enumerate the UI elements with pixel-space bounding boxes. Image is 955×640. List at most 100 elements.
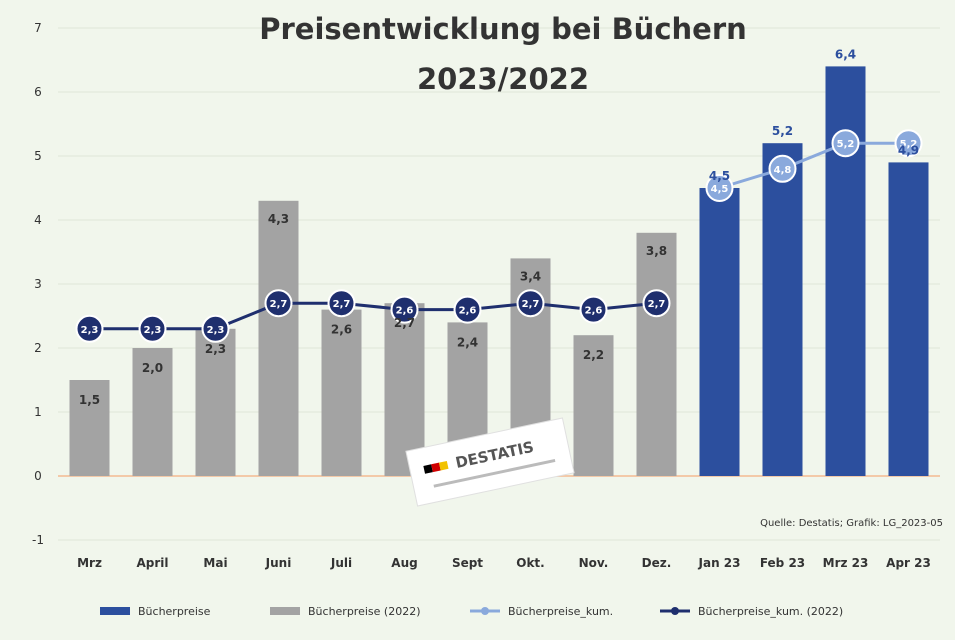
bar bbox=[195, 328, 236, 476]
legend-swatch bbox=[100, 607, 130, 615]
y-tick-label: 0 bbox=[34, 469, 42, 483]
line-data-label: 2,6 bbox=[585, 306, 603, 317]
line-data-label: 5,2 bbox=[837, 139, 855, 150]
logo-underline bbox=[433, 458, 556, 488]
legend: Bücherpreise Bücherpreise (2022) Bücherpre… bbox=[100, 605, 843, 618]
line-marker bbox=[75, 314, 104, 343]
line-marker bbox=[894, 129, 923, 158]
destatis-logo: DESTATIS bbox=[405, 417, 575, 507]
series-line bbox=[719, 141, 909, 190]
y-tick-label: 2 bbox=[34, 341, 42, 355]
bar bbox=[132, 348, 173, 476]
x-tick-label: Juni bbox=[265, 556, 292, 570]
y-tick-label: 5 bbox=[34, 149, 42, 163]
x-tick-label: Juli bbox=[330, 556, 352, 570]
x-tick-label: Okt. bbox=[516, 556, 544, 570]
bar-data-label: 4,5 bbox=[709, 169, 730, 183]
y-tick-label: 6 bbox=[34, 85, 42, 99]
bar bbox=[762, 143, 803, 476]
line-marker bbox=[579, 295, 608, 324]
x-tick-label: Mrz bbox=[77, 556, 102, 570]
bar bbox=[699, 188, 740, 476]
bar bbox=[573, 335, 614, 476]
bar bbox=[384, 303, 425, 476]
line-marker bbox=[642, 289, 671, 318]
line-data-label: 2,7 bbox=[648, 299, 666, 310]
x-tick-label: Sept bbox=[452, 556, 483, 570]
y-tick-label: 4 bbox=[34, 213, 42, 227]
x-tick-label: Jan 23 bbox=[698, 556, 741, 570]
line-marker bbox=[831, 129, 860, 158]
legend-swatch bbox=[270, 607, 300, 615]
chart-title-line-1: Preisentwicklung bei Büchern bbox=[259, 12, 747, 46]
line-marker bbox=[705, 174, 734, 202]
line-data-label: 2,7 bbox=[522, 299, 540, 310]
bar bbox=[69, 380, 110, 476]
line-marker bbox=[138, 314, 167, 343]
bar bbox=[888, 162, 929, 476]
bar-data-label: 1,5 bbox=[79, 393, 100, 407]
labels-layer: 4,55,26,44,91,52,02,34,32,6 2,72,43,42,23… bbox=[79, 47, 919, 407]
legend-marker bbox=[481, 607, 489, 615]
line-marker bbox=[453, 295, 482, 324]
legend-label: Bücherpreise (2022) bbox=[308, 605, 421, 618]
bars-layer bbox=[69, 66, 929, 477]
bar-data-label: 2,4 bbox=[457, 335, 478, 349]
x-tick-label: Nov. bbox=[579, 556, 609, 570]
x-tick-label: April bbox=[136, 556, 168, 570]
logo-mark bbox=[423, 464, 433, 474]
line-data-label: 2,7 bbox=[333, 299, 351, 310]
y-tick-label: -1 bbox=[32, 533, 44, 547]
x-tick-label: Apr 23 bbox=[886, 556, 931, 570]
bar bbox=[321, 309, 362, 476]
x-tick-label: Aug bbox=[391, 556, 417, 570]
y-tick-label: 1 bbox=[34, 405, 42, 419]
bar bbox=[636, 232, 677, 476]
legend-label: Bücherpreise_kum. bbox=[508, 605, 613, 618]
legend-label: Bücherpreise_kum. (2022) bbox=[698, 605, 843, 618]
x-tick-label: Feb 23 bbox=[760, 556, 805, 570]
bar-data-label: 4,3 bbox=[268, 212, 289, 226]
bar bbox=[258, 200, 299, 477]
bar-data-label: 5,2 bbox=[772, 124, 793, 138]
line-data-label: 5,2 bbox=[900, 139, 918, 150]
bar-data-label: 3,8 bbox=[646, 244, 667, 258]
line-marker bbox=[390, 295, 419, 324]
y-tick-label: 7 bbox=[34, 21, 42, 35]
line-data-label: 2,7 bbox=[270, 299, 288, 310]
bar-data-label: 2,2 bbox=[583, 348, 604, 362]
logo-mark bbox=[439, 460, 449, 471]
destatis-watermark: DESTATIS bbox=[405, 417, 575, 507]
chart-title-line-2: 2023/2022 bbox=[417, 62, 589, 96]
x-tick-label: Dez. bbox=[642, 556, 672, 570]
y-tick-label: 3 bbox=[34, 277, 42, 291]
line-data-label: 2,3 bbox=[144, 325, 162, 336]
line-marker bbox=[768, 154, 797, 183]
bar bbox=[825, 66, 866, 477]
bar-data-label: 2,6 bbox=[331, 323, 352, 337]
line-marker bbox=[264, 289, 293, 318]
line-marker bbox=[516, 289, 545, 318]
legend-marker bbox=[671, 607, 679, 615]
bar-data-label: 2,7 bbox=[394, 316, 415, 330]
source-note: Quelle: Destatis; Grafik: LG_2023-05 bbox=[760, 518, 943, 529]
bar-data-label: 2,3 bbox=[205, 342, 226, 356]
bar-data-label: 2,0 bbox=[142, 361, 163, 375]
bar-data-label: 4,9 bbox=[898, 143, 919, 157]
line-data-label: 4,5 bbox=[711, 184, 729, 195]
line-data-label: 2,6 bbox=[396, 306, 414, 317]
x-tick-label: Mrz 23 bbox=[823, 556, 869, 570]
line-marker bbox=[327, 289, 356, 318]
logo-mark bbox=[431, 462, 441, 473]
bar-data-label: 3,4 bbox=[520, 269, 541, 283]
line-data-label: 2,3 bbox=[81, 325, 99, 336]
line-data-label: 2,6 bbox=[459, 306, 477, 317]
line-data-label: 4,8 bbox=[774, 165, 792, 176]
x-tick-label: Mai bbox=[203, 556, 227, 570]
bar-data-label: 6,4 bbox=[835, 47, 856, 61]
legend-label: Bücherpreise bbox=[138, 605, 211, 618]
line-marker bbox=[201, 314, 230, 343]
lines-layer: 4,54,85,2 5,22,3 2,3 2,32,7 2,72,6 2,62,72,62… bbox=[75, 129, 923, 343]
